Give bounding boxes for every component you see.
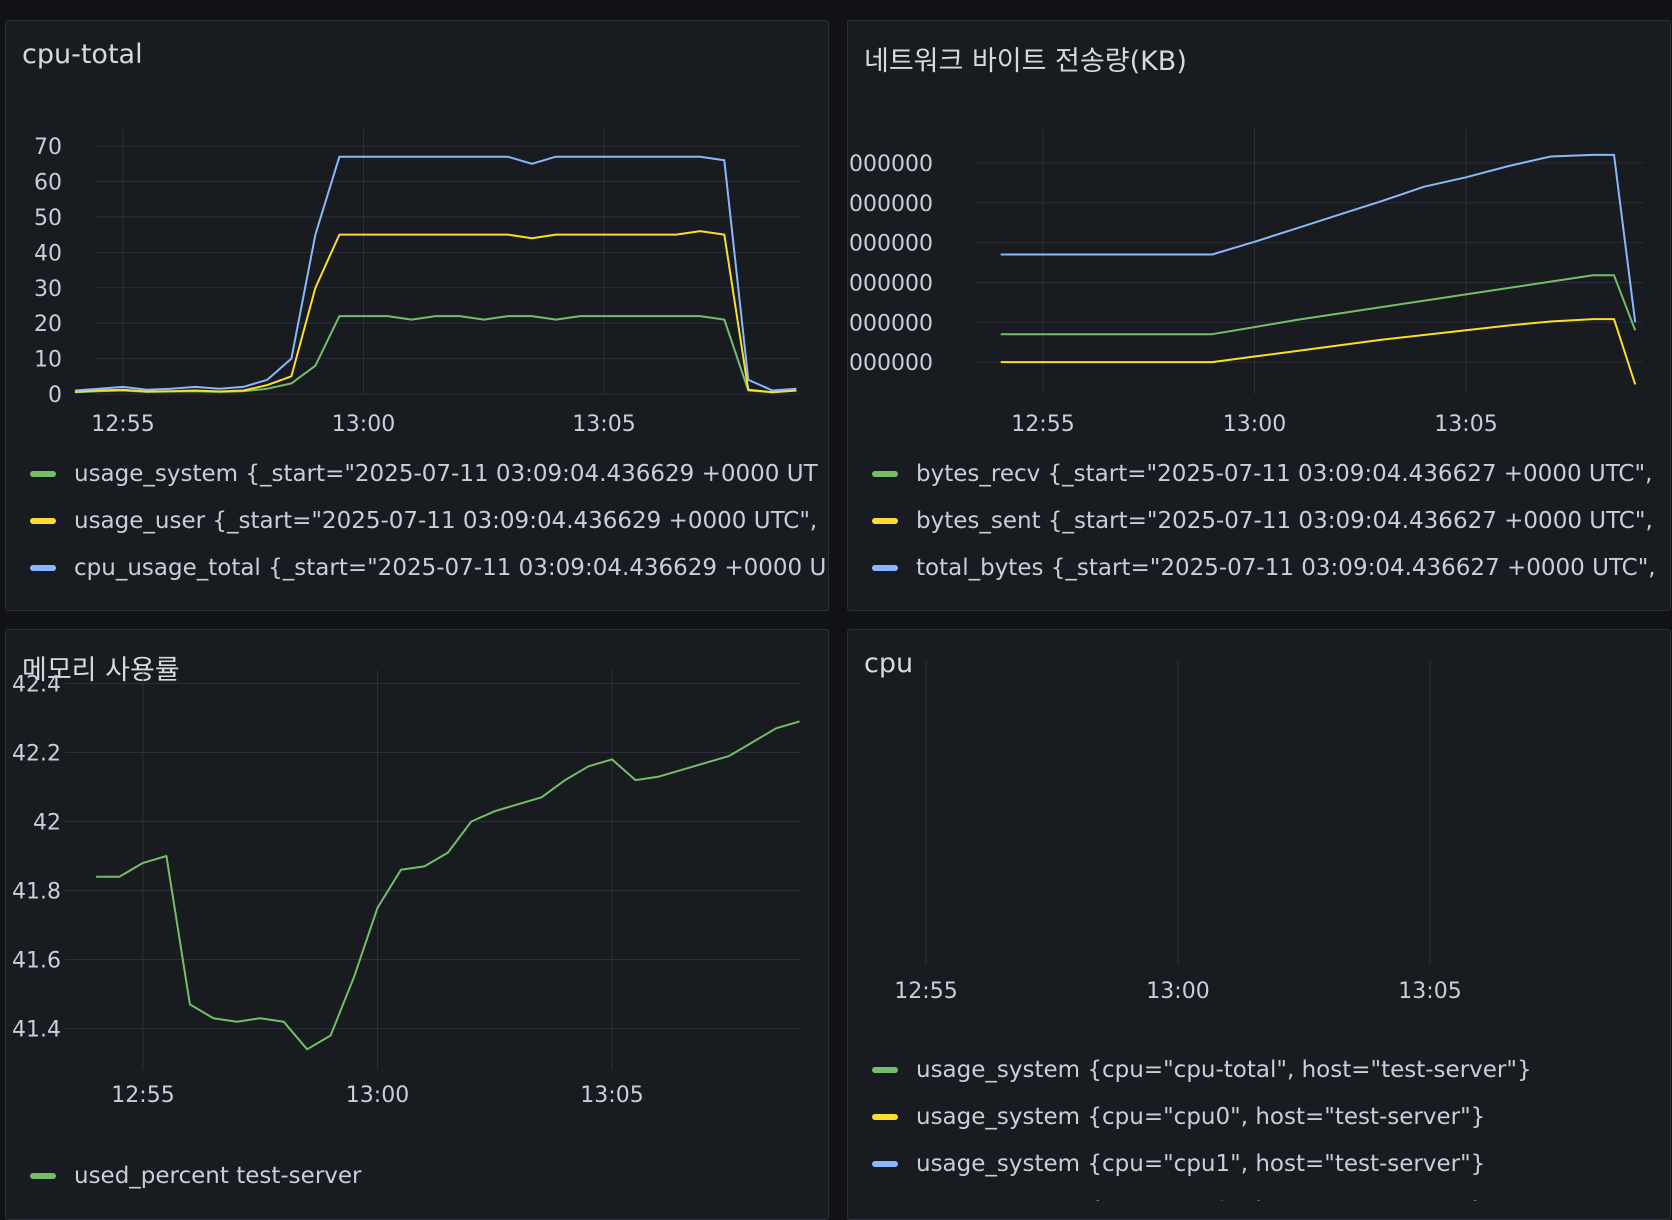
y-tick-label: 20000000 — [848, 271, 933, 296]
legend-label: usage_system {cpu="cpu0", host="test-ser… — [916, 1103, 1486, 1130]
legend-swatch — [872, 564, 898, 571]
y-tick-label: 42.2 — [12, 741, 61, 766]
y-tick-label: 10 — [34, 348, 62, 373]
legend-item[interactable]: usage_user {_start="2025-07-11 03:09:04.… — [30, 497, 820, 544]
legend-item[interactable]: bytes_sent {_start="2025-07-11 03:09:04.… — [872, 497, 1662, 544]
y-tick-label: 41.6 — [12, 949, 61, 974]
series-line — [1000, 318, 1637, 385]
legend-swatch — [872, 1113, 898, 1120]
x-tick-label: 13:00 — [1146, 979, 1209, 1004]
panel-title[interactable]: 네트워크 바이트 전송량(KB) — [864, 46, 1187, 77]
x-tick-label: 13:00 — [1223, 412, 1286, 437]
y-tick-label: 50 — [34, 206, 62, 231]
series-line — [74, 155, 797, 392]
memory-usage-legend: used_percent test-server — [30, 1152, 820, 1199]
cpu-legend: usage_system {cpu="cpu-total", host="tes… — [872, 1046, 1662, 1201]
series-line — [1000, 274, 1637, 336]
y-tick-label: 41.8 — [12, 880, 61, 905]
x-tick-label: 12:55 — [91, 412, 154, 437]
cpu-total-chart[interactable]: 12:55 13:00 13:05 0 10 20 30 40 50 60 70 — [6, 21, 829, 461]
x-tick-label: 12:55 — [1011, 412, 1074, 437]
legend-label: total_bytes {_start="2025-07-11 03:09:04… — [916, 554, 1656, 581]
cpu-total-legend: usage_system {_start="2025-07-11 03:09:0… — [30, 450, 826, 591]
legend-swatch — [872, 1160, 898, 1167]
network-bytes-chart[interactable]: 12:55 13:00 13:05 10000000 15000000 20000000 2… — [848, 21, 1671, 461]
cpu-panel: cpu 12:55 13:00 13:05 usage_system {cpu="c… — [847, 629, 1671, 1220]
x-tick-label: 13:00 — [332, 412, 395, 437]
legend-label: used_percent test-server — [74, 1162, 362, 1189]
y-tick-label: 70 — [34, 135, 62, 160]
panel-title[interactable]: cpu — [864, 648, 914, 679]
y-tick-label: 30 — [34, 277, 62, 302]
legend-item[interactable]: usage_system {cpu="cpu2", host="test-ser… — [872, 1187, 1662, 1202]
legend-item[interactable]: usage_system {cpu="cpu-total", host="tes… — [872, 1046, 1662, 1093]
cpu-total-panel: cpu-total 12:55 13:00 13:05 0 10 20 30 40 50 60 70… — [5, 20, 829, 611]
legend-item[interactable]: usage_system {cpu="cpu0", host="test-ser… — [872, 1093, 1662, 1140]
x-tick-label: 12:55 — [111, 1083, 174, 1108]
network-bytes-legend: bytes_recv {_start="2025-07-11 03:09:04.… — [872, 450, 1662, 591]
legend-label: usage_system {cpu="cpu-total", host="tes… — [916, 1056, 1532, 1083]
y-tick-label: 60 — [34, 171, 62, 196]
legend-swatch — [30, 1172, 56, 1179]
legend-item[interactable]: used_percent test-server — [30, 1152, 820, 1199]
y-tick-label: 41.4 — [12, 1018, 61, 1043]
y-tick-label: 0 — [48, 383, 62, 408]
y-tick-label: 40 — [34, 241, 62, 266]
x-tick-label: 13:05 — [1434, 412, 1497, 437]
x-tick-label: 13:05 — [580, 1083, 643, 1108]
memory-usage-chart[interactable]: 12:55 13:00 13:05 41.4 41.6 41.8 42 42.2 42.4 — [6, 630, 829, 1140]
y-tick-label: 20 — [34, 312, 62, 337]
x-tick-label: 12:55 — [894, 979, 957, 1004]
legend-label: bytes_sent {_start="2025-07-11 03:09:04.… — [916, 507, 1653, 534]
legend-swatch — [30, 564, 56, 571]
y-tick-label: 10000000 — [848, 351, 933, 376]
series-line — [96, 720, 800, 1051]
legend-swatch — [872, 517, 898, 524]
legend-swatch — [30, 470, 56, 477]
legend-swatch — [872, 1066, 898, 1073]
legend-item[interactable]: usage_system {cpu="cpu1", host="test-ser… — [872, 1140, 1662, 1187]
legend-item[interactable]: total_bytes {_start="2025-07-11 03:09:04… — [872, 544, 1662, 591]
legend-label: usage_system {_start="2025-07-11 03:09:0… — [74, 460, 818, 487]
legend-label: usage_user {_start="2025-07-11 03:09:04.… — [74, 507, 818, 534]
panel-title[interactable]: cpu-total — [22, 39, 143, 70]
y-tick-label: 42 — [33, 811, 61, 836]
series-line — [74, 315, 797, 394]
x-tick-label: 13:00 — [346, 1083, 409, 1108]
legend-label: bytes_recv {_start="2025-07-11 03:09:04.… — [916, 460, 1653, 487]
legend-item[interactable]: cpu_usage_total {_start="2025-07-11 03:0… — [30, 544, 826, 591]
series-line — [1000, 153, 1637, 323]
panel-title[interactable]: 메모리 사용률 — [22, 655, 180, 686]
legend-swatch — [30, 517, 56, 524]
legend-label: usage_system {cpu="cpu2", host="test-ser… — [916, 1198, 1485, 1202]
legend-item[interactable]: usage_system {_start="2025-07-11 03:09:0… — [30, 450, 820, 497]
y-tick-label: 25000000 — [848, 232, 933, 257]
series-line — [74, 230, 797, 394]
y-tick-label: 15000000 — [848, 311, 933, 336]
x-tick-label: 13:05 — [572, 412, 635, 437]
legend-label: usage_system {cpu="cpu1", host="test-ser… — [916, 1150, 1486, 1177]
legend-swatch — [872, 470, 898, 477]
cpu-chart[interactable]: 12:55 13:00 13:05 — [848, 630, 1671, 1050]
y-tick-label: 35000000 — [848, 152, 933, 177]
legend-label: cpu_usage_total {_start="2025-07-11 03:0… — [74, 554, 827, 581]
x-tick-label: 13:05 — [1398, 979, 1461, 1004]
y-tick-label: 30000000 — [848, 192, 933, 217]
legend-item[interactable]: bytes_recv {_start="2025-07-11 03:09:04.… — [872, 450, 1662, 497]
memory-usage-panel: 메모리 사용률 12:55 13:00 13:05 41.4 41.6 41.8 42 42.… — [5, 629, 829, 1220]
y-tick-label: 42.4 — [12, 672, 61, 697]
network-bytes-panel: 네트워크 바이트 전송량(KB) 12:55 13:00 13:05 10000000… — [847, 20, 1671, 611]
